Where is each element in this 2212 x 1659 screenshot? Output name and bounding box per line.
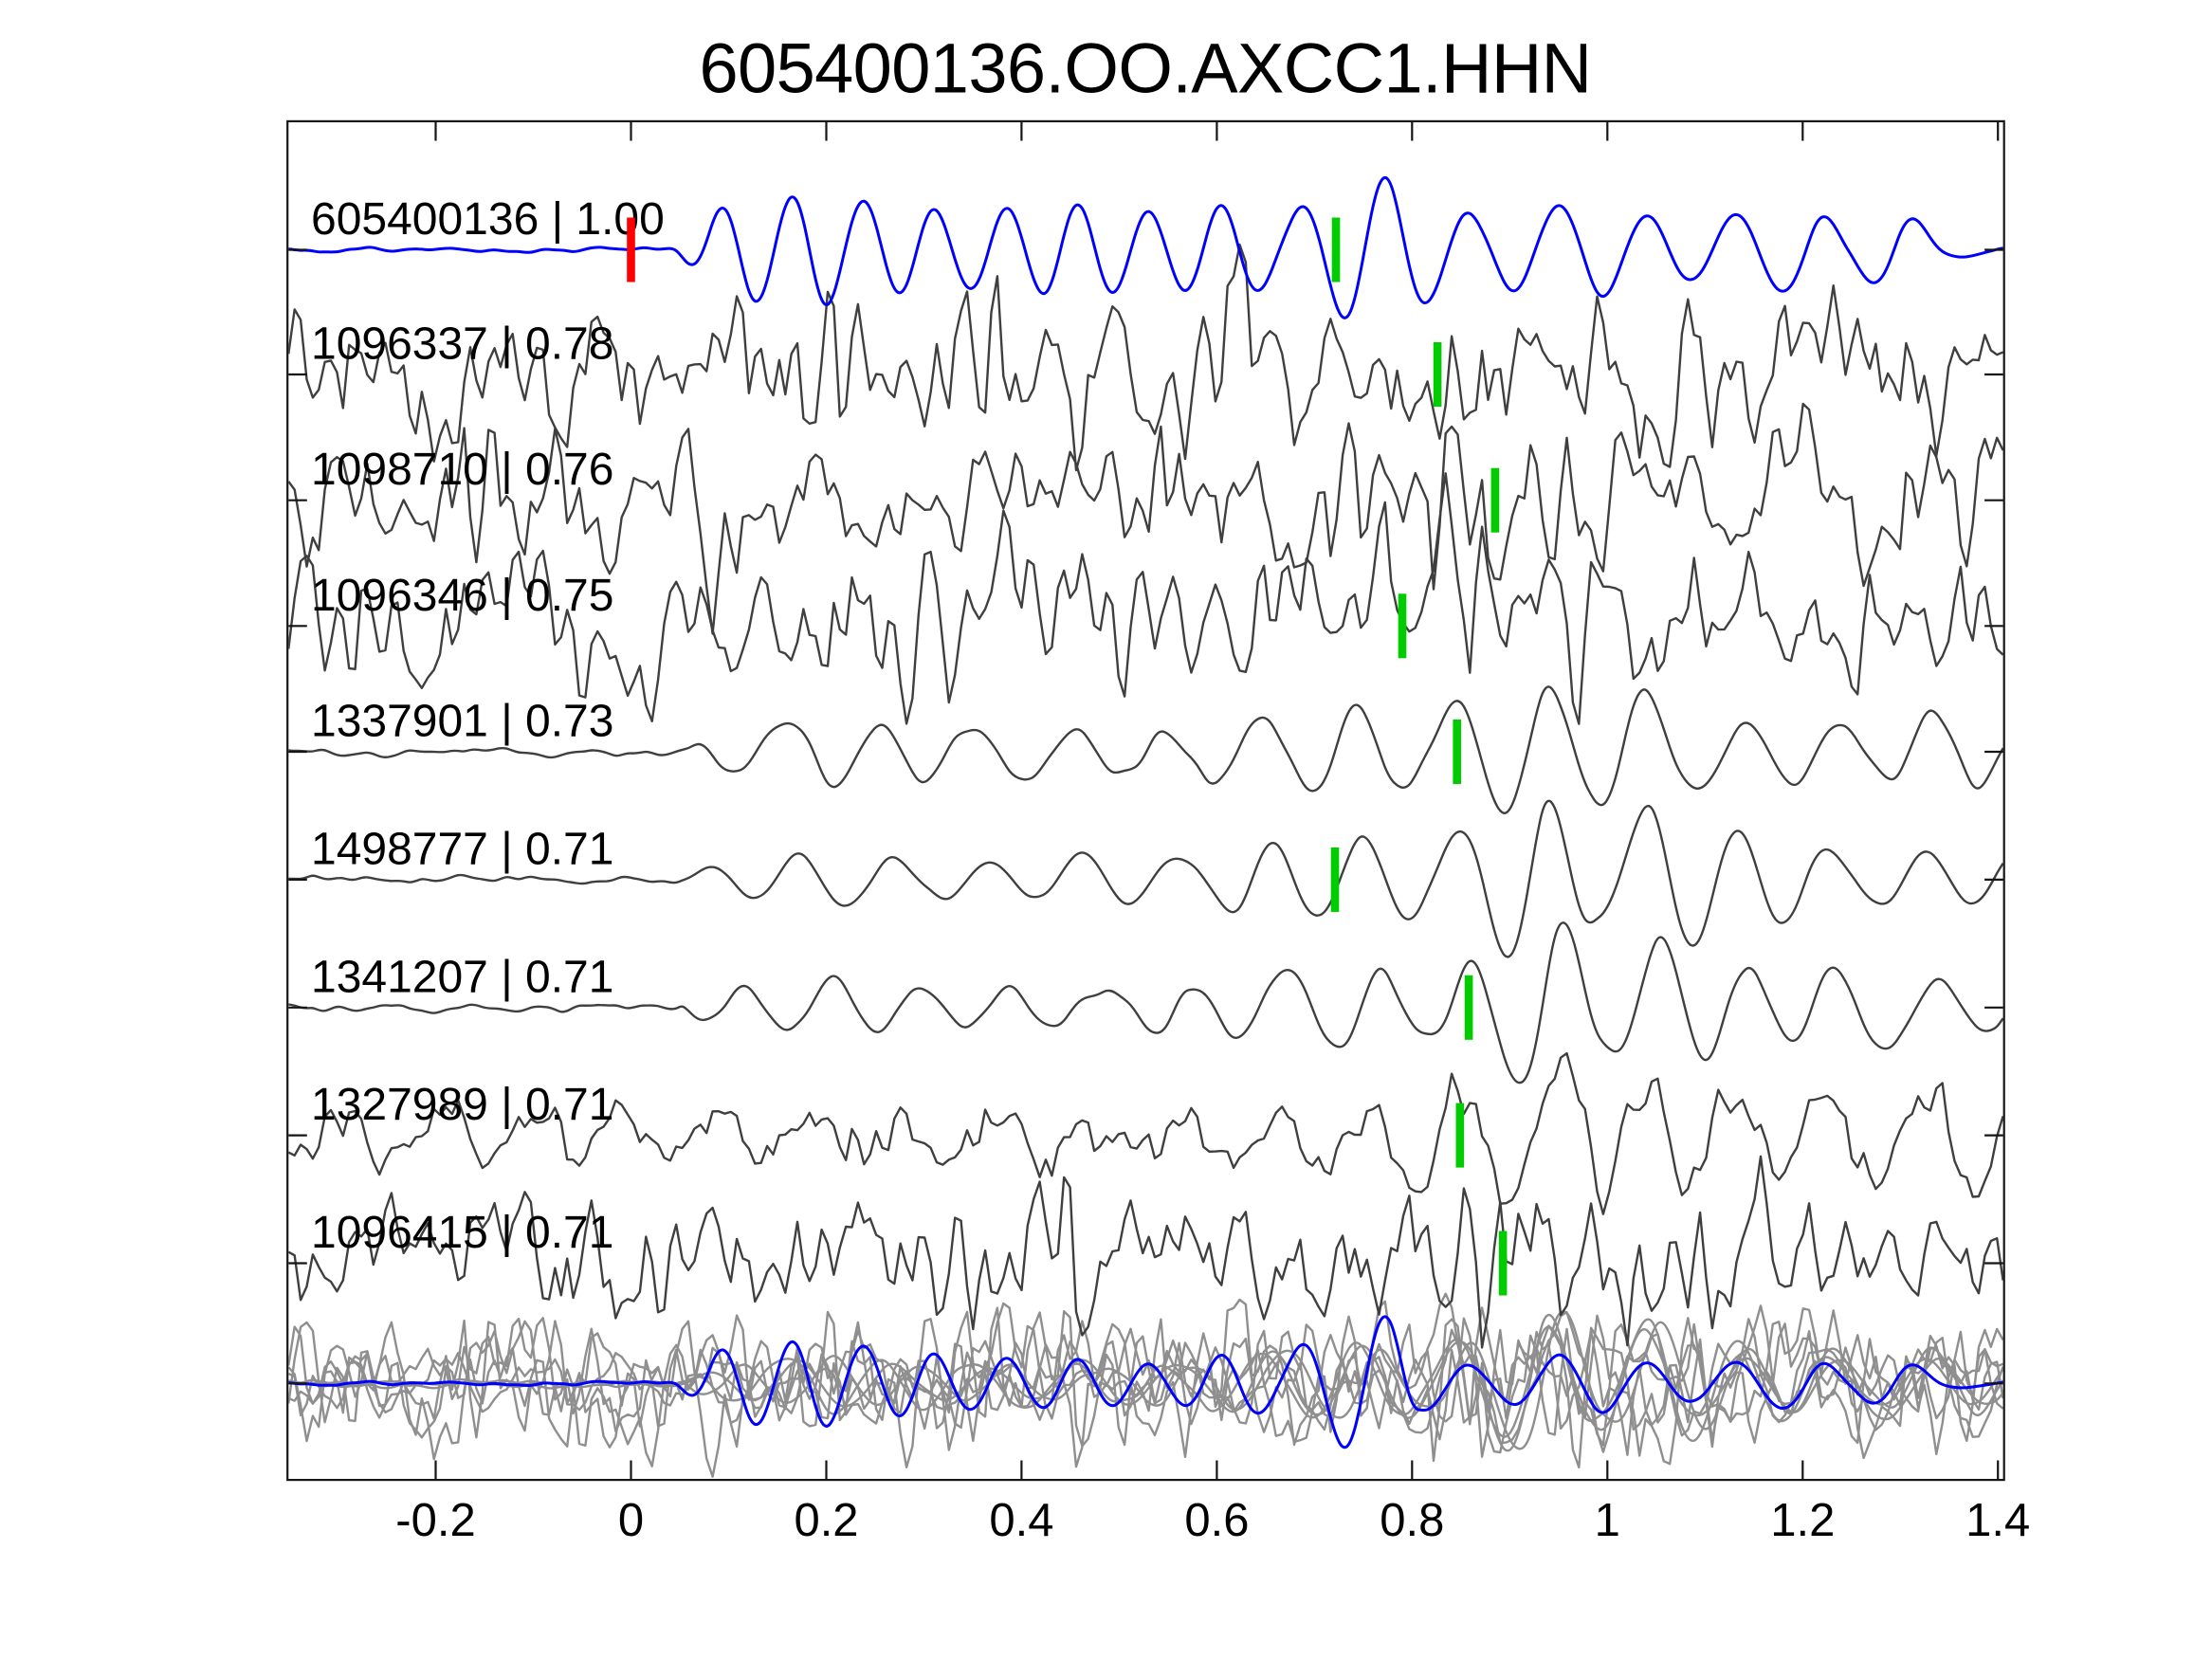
svg-text:1096346 | 0.75: 1096346 | 0.75 [311,571,613,621]
svg-text:0.6: 0.6 [1184,1495,1249,1546]
svg-text:1096415 | 0.71: 1096415 | 0.71 [311,1208,613,1258]
svg-text:-0.2: -0.2 [395,1495,475,1546]
svg-text:1098710 | 0.76: 1098710 | 0.76 [311,445,613,495]
svg-text:1096337 | 0.78: 1096337 | 0.78 [311,319,613,370]
svg-text:1.4: 1.4 [1965,1495,2030,1546]
svg-text:0: 0 [618,1495,644,1546]
svg-text:605400136 | 1.00: 605400136 | 1.00 [311,194,665,245]
svg-text:0.8: 0.8 [1380,1495,1444,1546]
svg-text:1337901 | 0.73: 1337901 | 0.73 [311,697,613,747]
svg-text:605400136.OO.AXCC1.HHN: 605400136.OO.AXCC1.HHN [699,29,1591,108]
svg-text:1.2: 1.2 [1770,1495,1835,1546]
svg-text:1498777 | 0.71: 1498777 | 0.71 [311,824,613,874]
svg-text:1341207 | 0.71: 1341207 | 0.71 [311,952,613,1002]
svg-text:1: 1 [1595,1495,1620,1546]
svg-text:0.2: 0.2 [794,1495,858,1546]
svg-text:0.4: 0.4 [989,1495,1053,1546]
svg-text:1327989 | 0.71: 1327989 | 0.71 [311,1080,613,1130]
